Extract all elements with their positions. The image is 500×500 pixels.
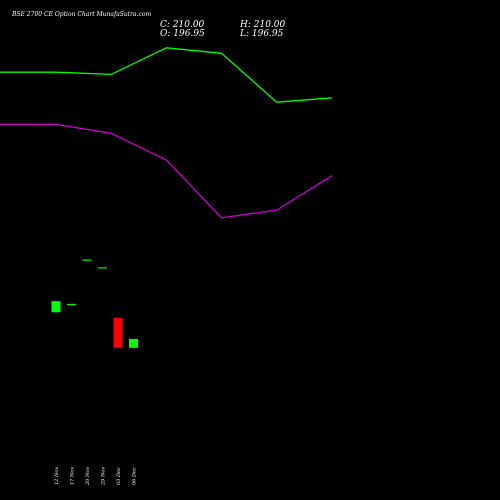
x-tick-label: 03 Dec [116,467,122,485]
candle-29-nov [98,267,107,269]
candles [51,259,138,348]
candle-06-dec [129,338,138,348]
indicator-lines [0,47,333,219]
x-axis-labels: 12 Nov 17 Nov 20 Nov 29 Nov 03 Dec 06 Dec [54,467,138,486]
x-tick-label: 12 Nov [54,467,60,485]
indicator-line-1 [0,47,333,103]
indicator-line-2 [0,123,333,219]
open-value: O: 196.95 [160,29,205,39]
high-value: H: 210.00 [240,20,286,30]
candle-20-nov [82,259,92,261]
x-tick-label: 17 Nov [70,467,76,485]
low-value: L: 196.95 [240,29,284,39]
close-value: C: 210.00 [160,20,205,30]
candle-03-dec [113,317,123,348]
x-tick-label: 20 Nov [85,467,91,486]
chart-title: BSE 2700 CE Option Chart MunafaSutra.com [12,11,152,18]
x-tick-label: 29 Nov [101,467,107,486]
x-tick-label: 06 Dec [132,467,138,485]
candle-17-nov [67,303,76,306]
candle-12-nov [51,301,61,313]
